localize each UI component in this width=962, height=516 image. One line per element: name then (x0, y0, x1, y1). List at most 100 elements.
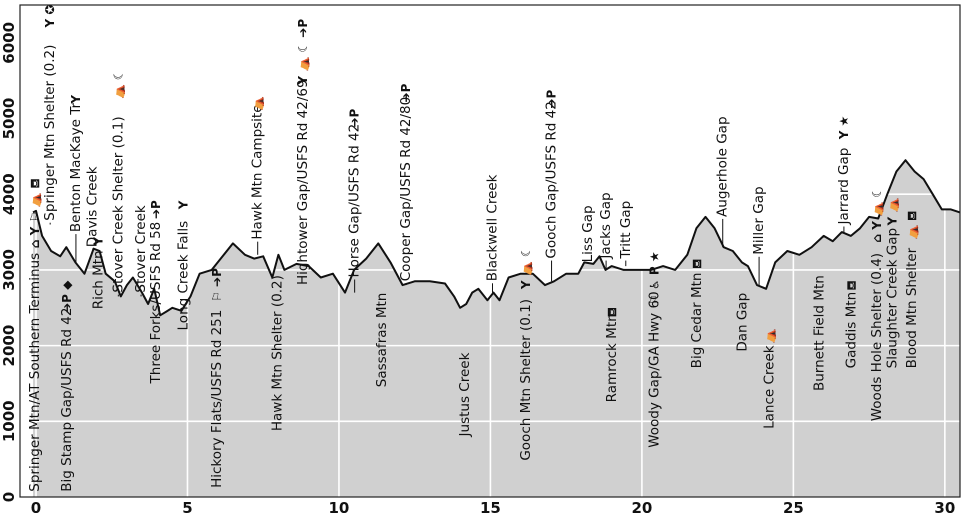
landmark-icons: ➔P (399, 83, 413, 102)
landmark: Blackwell Creek (484, 174, 500, 293)
y-tick-label: 5000 (0, 98, 18, 140)
landmark-name: Lance Creek (762, 345, 778, 429)
landmark: Benton MacKaye TrY (68, 95, 84, 263)
landmark-name: Tritt Gap (618, 201, 634, 260)
landmark: Liss Gap (580, 205, 596, 262)
landmark-name: Blood Mtn Shelter (904, 247, 920, 368)
landmark-name: Stover Creek Shelter (0.1) (110, 116, 126, 292)
landmark-name: Cooper Gap/USFS Rd 42/80 (398, 97, 414, 282)
landmark: Rich Mtn Y (91, 237, 107, 310)
landmark: Horse Gap/USFS Rd 42➔P (347, 108, 363, 293)
landmark-labels: Springer Mtn/AT Southern Terminus ⌂ Y ⚐ ⛺… (27, 5, 920, 492)
landmark-name: Woody Gap/GA Hwy 60 (647, 291, 663, 447)
landmark-name: Gaddis Mtn (843, 292, 859, 368)
landmark: Cooper Gap/USFS Rd 42/80➔P (398, 83, 414, 286)
landmark: Big Cedar Mtn ⛾ (689, 259, 705, 369)
landmark-name: Dan Gap (734, 293, 750, 352)
landmark-icons: ⌂ Y ⚐ ⛺ ⛾ (28, 178, 42, 248)
landmark: Springer Mtn Shelter (0.2) Y ✪ (42, 5, 58, 225)
landmark-icons: ⛺ ☾ (111, 70, 125, 100)
landmark-name: Gooch Gap/USFS Rd 42 (544, 101, 560, 258)
y-tick-label: 1000 (0, 400, 18, 442)
landmark-icons: ⚐ ➔P (210, 268, 224, 302)
landmark: Hawk Mtn Shelter (0.2) (269, 275, 285, 431)
landmark: Jarrard Gap Y ★ (836, 116, 852, 233)
x-tick-label: 0 (31, 499, 41, 516)
landmark-icons: ⛺ (763, 329, 777, 344)
landmark-icons: ⌂ Y ⛺ ☾ (870, 187, 884, 243)
landmark-name: Ramrock Mtn (604, 313, 620, 402)
landmark-name: Hickory Flats/USFS Rd 251 (209, 310, 225, 488)
landmark-name: Sassafras Mtn (374, 293, 390, 388)
landmark: Hawk Mtn Campsite⛺ (250, 96, 266, 255)
landmark: Jacks Gap (598, 192, 614, 270)
landmark: Davis Creek (85, 166, 101, 250)
landmark-icons: Y (176, 200, 190, 210)
y-tick-label: 4000 (0, 173, 18, 215)
landmark: Ramrock Mtn⛾ (604, 307, 620, 402)
landmark: Springer Mtn/AT Southern Terminus ⌂ Y ⚐ ⛺… (27, 178, 43, 491)
landmark-icons: Y ⛺ ☾ (519, 246, 533, 290)
landmark-icons: Y (69, 95, 83, 105)
landmark-name: Three Forks/USFS Rd 58 (148, 222, 164, 385)
y-tick-label: 2000 (0, 325, 18, 367)
landmark: Burnett Field Mtn (812, 275, 828, 391)
elevation-area (32, 160, 960, 497)
landmark-name: Hightower Gap/USFS Rd 42/69 (295, 79, 311, 285)
x-tick-label: 25 (783, 499, 804, 516)
landmark-icons: ➔P (149, 200, 163, 219)
landmark-icons: ⛾ (690, 259, 704, 269)
y-tick-label: 0 (0, 492, 18, 502)
landmark-name: Liss Gap (580, 205, 596, 262)
landmark-name: Slaughter Creek Gap (884, 228, 900, 368)
landmark-icons: ⛾ (605, 307, 619, 317)
landmark-name: Big Stamp Gap/USFS Rd 42 (59, 308, 75, 492)
elevation-line (32, 159, 961, 317)
x-tick-label: 30 (934, 499, 955, 516)
landmark-icons: ➔P (545, 90, 559, 109)
landmark-name: Miller Gap (751, 186, 767, 254)
y-axis-ticks: 0 1000 2000 3000 4000 5000 6000 (0, 22, 18, 502)
x-tick-label: 15 (480, 499, 501, 516)
landmark: Hickory Flats/USFS Rd 251 ⚐ ➔P (209, 268, 225, 488)
landmark: Justus Creek (457, 352, 473, 437)
landmark: Miller Gap (751, 186, 767, 286)
landmark: Hightower Gap/USFS Rd 42/69Y ⛺ ☾ ➔P (295, 19, 311, 285)
landmark-name: Hawk Mtn Campsite (250, 104, 266, 239)
landmark-name: Woods Hole Shelter (0.4) (869, 253, 885, 421)
y-tick-label: 6000 (0, 22, 18, 64)
landmark: Big Stamp Gap/USFS Rd 42➔P ◆ (59, 280, 75, 492)
landmark-name: Hawk Mtn Shelter (0.2) (269, 275, 285, 431)
landmark-icons: ⚐ ♿ P ★ (648, 251, 662, 305)
x-axis-ticks: 0 5 10 15 20 25 30 (31, 499, 956, 516)
y-tick-label: 3000 (0, 249, 18, 291)
landmark-name: Blackwell Creek (484, 174, 500, 281)
landmark: Sassafras Mtn (374, 293, 390, 388)
landmark-name: Augerhole Gap (715, 116, 731, 216)
landmark-name: Big Cedar Mtn (689, 273, 705, 369)
landmark: Gooch Gap/USFS Rd 42➔P (544, 90, 560, 282)
landmark-name: Davis Creek (85, 166, 101, 247)
landmark: Stover Creek Shelter (0.1) ⛺ ☾ (110, 70, 126, 297)
plot-frame (19, 4, 961, 498)
landmark-icons: Y ✪ (43, 5, 57, 29)
landmark-icons: ➔P (348, 108, 362, 127)
landmark: Stover Creek (133, 205, 149, 297)
landmark: Gaddis Mtn ⛾ (843, 280, 859, 368)
x-tick-label: 20 (631, 499, 652, 516)
landmark: Long Creek Falls Y (175, 200, 191, 330)
landmark-icons: Y ★ (837, 116, 851, 141)
landmark-name: Jarrard Gap (836, 148, 852, 226)
landmark-name: Justus Creek (457, 352, 473, 437)
landmark-icons: ⛺ (251, 96, 265, 111)
landmark-name: Jacks Gap (598, 192, 614, 259)
landmark-name: Springer Mtn/AT Southern Terminus (27, 253, 43, 492)
landmark-icons: ➔P ◆ (60, 280, 74, 313)
landmark-icons: Y ⛺ ☾ ➔P (296, 19, 310, 86)
landmark-name: Horse Gap/USFS Rd 42 (347, 124, 363, 278)
landmark-icons: Y (92, 237, 106, 247)
landmark-name: Benton MacKaye Tr (68, 102, 84, 232)
landmark: Lance Creek⛺ (762, 329, 778, 429)
